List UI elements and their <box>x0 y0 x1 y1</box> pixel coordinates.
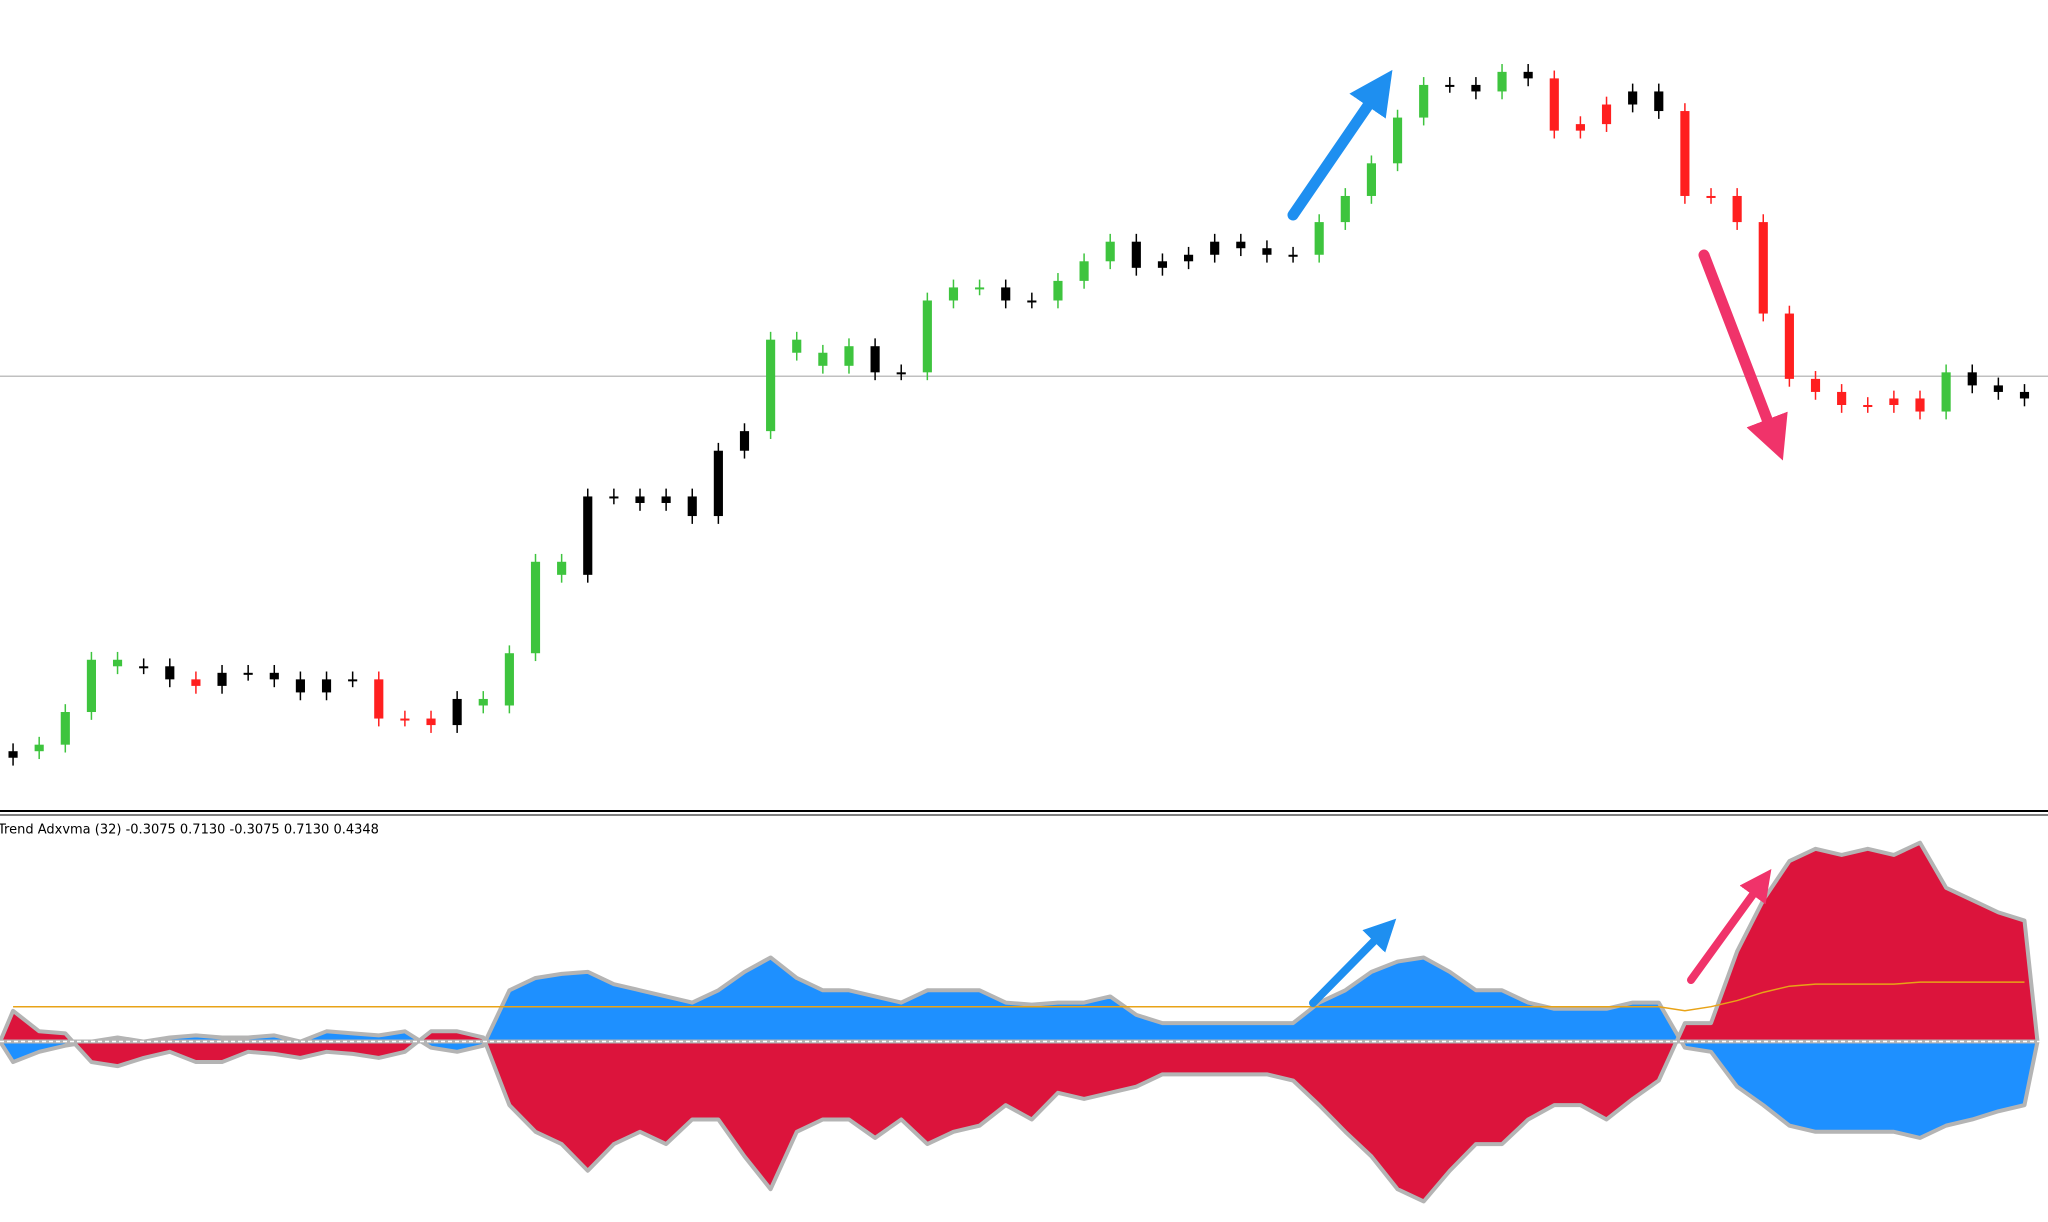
candle-body <box>1575 124 1585 131</box>
candle-body <box>557 561 567 575</box>
candle-body <box>1941 372 1951 412</box>
candle-body <box>1915 398 1925 412</box>
trend-arrow <box>1287 69 1393 221</box>
candle-body <box>713 450 723 517</box>
trend-arrow <box>1687 869 1772 984</box>
candle-body <box>269 672 279 680</box>
candle-body <box>478 698 488 706</box>
candle-body <box>295 679 305 693</box>
candle-body <box>1810 378 1821 392</box>
candle-body <box>2019 391 2030 399</box>
indicator-area <box>0 840 2040 1204</box>
candle-body <box>165 666 175 680</box>
candle-body <box>112 659 123 667</box>
candle-body <box>1654 91 1664 112</box>
candle-body <box>139 666 149 669</box>
candle-body <box>60 712 70 745</box>
candle-body <box>1262 248 1272 255</box>
candle-body <box>191 679 201 686</box>
signal-line <box>13 981 2025 1012</box>
candle-body <box>217 672 227 686</box>
candle-body <box>1419 84 1429 118</box>
candle-body <box>583 496 593 575</box>
candle-body <box>1680 111 1690 196</box>
indicator-area <box>0 955 2040 1140</box>
candle-body <box>1445 84 1455 87</box>
candle-body <box>374 679 384 719</box>
candle-body <box>661 496 671 503</box>
candle-body <box>1236 241 1246 249</box>
candle-body <box>1837 391 1847 405</box>
candle-body <box>504 653 514 706</box>
candle-body <box>1784 313 1794 379</box>
candle-body <box>1863 405 1873 407</box>
candle-body <box>792 339 802 353</box>
candle-body <box>1314 222 1324 255</box>
candle-body <box>1210 241 1220 255</box>
candle-body <box>870 346 880 373</box>
candle-body <box>321 679 332 693</box>
indicator-pane <box>0 840 2048 1204</box>
candle-body <box>896 372 906 375</box>
trend-arrow <box>1309 918 1397 1007</box>
candle-body <box>8 751 18 758</box>
candle-body <box>1758 222 1768 314</box>
candle-body <box>1471 84 1481 92</box>
candle-body <box>1157 261 1168 268</box>
candle-body <box>1889 398 1899 405</box>
candle-body <box>1340 195 1350 223</box>
candle-body <box>1184 254 1194 262</box>
candle-body <box>426 718 436 726</box>
candle-body <box>1288 254 1298 257</box>
candle-body <box>86 659 96 713</box>
candle-body <box>922 300 932 373</box>
candle-body <box>452 698 462 726</box>
candle-body <box>1706 195 1716 198</box>
candle-body <box>1392 117 1403 164</box>
candle-body <box>1366 163 1376 196</box>
candle-body <box>1105 241 1115 262</box>
trend-arrow <box>1698 249 1788 461</box>
candle-body <box>975 287 985 290</box>
candle-body <box>1732 195 1742 223</box>
candle-body <box>844 346 854 366</box>
candle-body <box>243 672 253 675</box>
candle-body <box>1967 372 1977 386</box>
candle-body <box>1628 91 1638 105</box>
price-pane <box>0 64 2048 766</box>
candle-body <box>348 679 358 682</box>
candle-body <box>1523 71 1533 79</box>
candle-body <box>1001 287 1011 301</box>
candle-body <box>1549 78 1559 131</box>
candle-body <box>34 744 44 752</box>
candle-body <box>635 496 645 503</box>
candle-body <box>1053 280 1063 301</box>
candle-body <box>1497 71 1507 92</box>
candle-body <box>1993 385 2003 392</box>
candle-body <box>1027 300 1037 303</box>
candle-body <box>739 431 750 451</box>
candle-body <box>1079 261 1089 281</box>
candle-body <box>948 287 959 301</box>
candle-body <box>400 718 410 721</box>
candle-body <box>766 339 776 432</box>
candle-body <box>530 561 541 654</box>
candle-body <box>687 496 697 517</box>
candle-body <box>818 352 828 366</box>
candle-body <box>1601 104 1612 125</box>
candle-body <box>1131 241 1141 268</box>
candle-body <box>609 496 619 499</box>
indicator-label: Trend Adxvma (32) -0.3075 0.7130 -0.3075… <box>0 823 379 838</box>
